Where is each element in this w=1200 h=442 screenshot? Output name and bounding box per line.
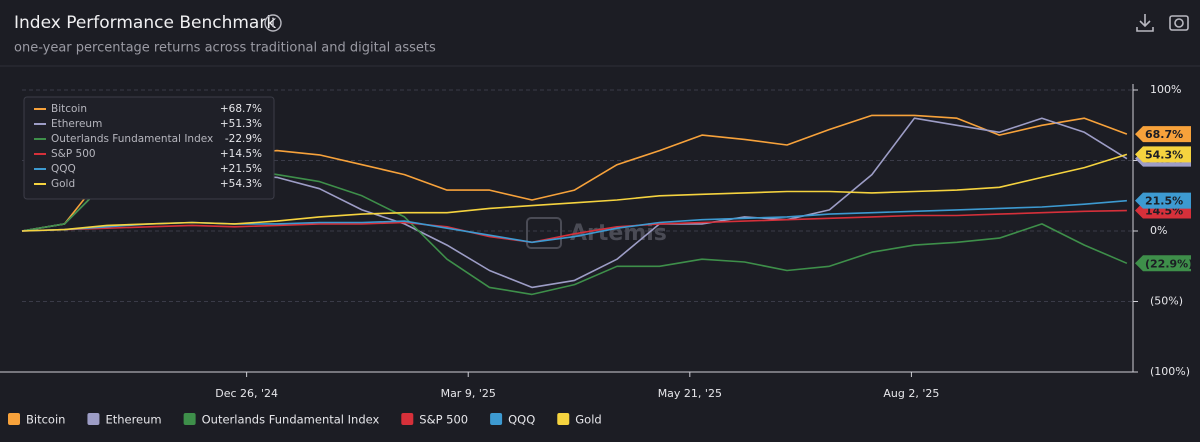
legend-label: S&P 500 bbox=[419, 413, 468, 427]
legend-item[interactable]: Outerlands Fundamental Index bbox=[183, 413, 380, 427]
end-tag: 68.7% bbox=[1135, 126, 1191, 143]
tooltip-name: Outerlands Fundamental Index bbox=[51, 133, 213, 145]
legend-item[interactable]: Gold bbox=[557, 413, 602, 427]
tooltip-name: QQQ bbox=[51, 163, 76, 175]
tooltip-value: +68.7% bbox=[220, 103, 262, 115]
legend-swatch bbox=[401, 413, 414, 425]
legend-item[interactable]: QQQ bbox=[490, 413, 535, 427]
legend-label: Bitcoin bbox=[26, 413, 65, 427]
end-tag-label: 54.3% bbox=[1145, 148, 1183, 161]
y-tick-label: (100%) bbox=[1150, 365, 1190, 378]
legend-item[interactable]: Bitcoin bbox=[8, 413, 65, 427]
x-tick-label: May 21, '25 bbox=[658, 387, 722, 400]
end-tag-bg bbox=[1135, 126, 1191, 143]
end-tag-label: (22.9%) bbox=[1145, 257, 1193, 270]
legend-swatch bbox=[490, 413, 503, 425]
legend-swatch bbox=[8, 413, 20, 425]
series-line bbox=[21, 153, 1128, 232]
end-tag-bg bbox=[1135, 255, 1191, 272]
download-icon[interactable] bbox=[1136, 14, 1154, 32]
tooltip-name: Gold bbox=[51, 178, 75, 190]
end-tag: (22.9%) bbox=[1135, 255, 1193, 272]
end-tag: 54.3% bbox=[1135, 146, 1191, 163]
y-tick-label: (50%) bbox=[1150, 295, 1183, 308]
chart-title: Index Performance Benchmark bbox=[14, 13, 276, 33]
tooltip-value: +54.3% bbox=[220, 178, 262, 190]
x-tick-label: Dec 26, '24 bbox=[215, 387, 278, 400]
tooltip-value: -22.9% bbox=[225, 133, 262, 145]
camera-icon[interactable] bbox=[1169, 15, 1189, 31]
end-tag-label: 21.5% bbox=[1145, 195, 1183, 208]
series-line bbox=[21, 209, 1127, 244]
x-tick-label: Aug 2, '25 bbox=[883, 387, 939, 400]
legend-swatch bbox=[87, 413, 100, 425]
tooltip-value: +14.5% bbox=[220, 148, 262, 160]
end-tag-label: 68.7% bbox=[1145, 128, 1183, 141]
info-icon[interactable] bbox=[264, 14, 282, 32]
tooltip-value: +51.3% bbox=[220, 118, 262, 130]
legend-label: Ethereum bbox=[105, 413, 161, 427]
tooltip-bg bbox=[23, 96, 275, 200]
end-tag-bg bbox=[1135, 146, 1191, 163]
end-tag: 21.5% bbox=[1135, 192, 1191, 209]
end-tag-bg bbox=[1135, 192, 1191, 209]
legend-item[interactable]: S&P 500 bbox=[401, 413, 468, 427]
y-tick-label: 100% bbox=[1150, 83, 1181, 96]
tooltip-name: Bitcoin bbox=[51, 103, 87, 115]
x-tick-label: Mar 9, '25 bbox=[441, 387, 496, 400]
legend-swatch bbox=[183, 413, 196, 425]
tooltip-value: +21.5% bbox=[220, 163, 262, 175]
legend-label: QQQ bbox=[508, 413, 535, 427]
legend-item[interactable]: Ethereum bbox=[87, 413, 162, 427]
tooltip-name: Ethereum bbox=[51, 118, 102, 130]
legend-label: Gold bbox=[575, 413, 601, 427]
tooltip-name: S&P 500 bbox=[51, 148, 96, 160]
watermark-logo bbox=[526, 217, 562, 249]
legend-label: Outerlands Fundamental Index bbox=[202, 413, 380, 427]
legend-swatch bbox=[557, 413, 570, 425]
tooltip: Bitcoin +68.7% Ethereum +51.3% Outerlands Fu… bbox=[23, 96, 275, 200]
chart-subtitle: one-year percentage returns across tradi… bbox=[14, 41, 436, 56]
y-tick-label: 0% bbox=[1150, 224, 1167, 237]
